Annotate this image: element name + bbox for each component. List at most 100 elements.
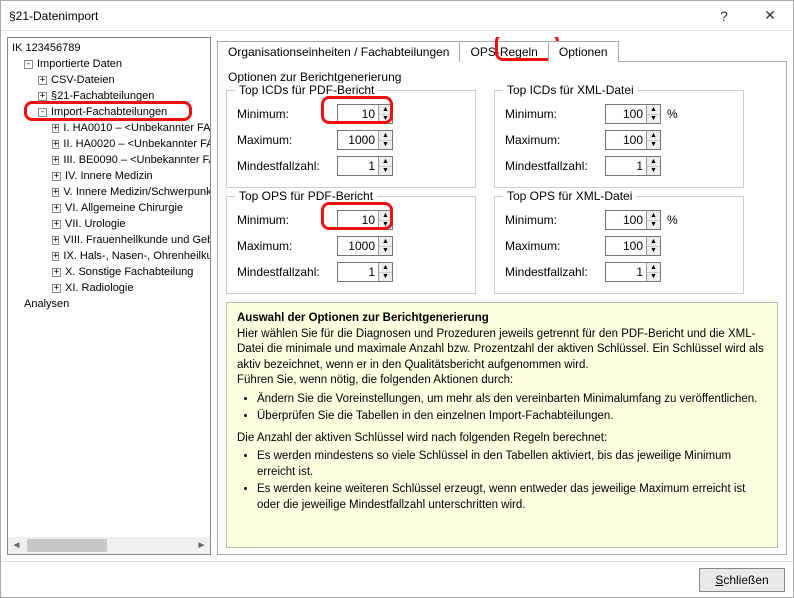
tree-imported[interactable]: -Importierte Daten xyxy=(10,56,210,72)
expand-icon[interactable]: + xyxy=(52,156,59,165)
expand-icon[interactable]: + xyxy=(38,92,47,101)
expand-icon[interactable]: + xyxy=(52,140,59,149)
spin-down-icon[interactable]: ▼ xyxy=(647,273,660,282)
expand-icon[interactable]: + xyxy=(52,188,59,197)
expand-icon[interactable]: + xyxy=(52,220,61,229)
spin-up-icon[interactable]: ▲ xyxy=(379,211,392,221)
tree-item[interactable]: +IV. Innere Medizin xyxy=(10,168,210,184)
tab-optionen[interactable]: Optionen xyxy=(548,41,619,62)
label-mindest: Mindestfallzahl: xyxy=(237,265,337,279)
spin-up-icon[interactable]: ▲ xyxy=(379,131,392,141)
spin-down-icon[interactable]: ▼ xyxy=(379,273,392,282)
tree-item[interactable]: +II. HA0020 – <Unbekannter FA xyxy=(10,136,210,152)
spin-down-icon[interactable]: ▼ xyxy=(379,115,392,124)
icd-xml-mind-input[interactable] xyxy=(606,157,646,175)
close-icon[interactable]: ✕ xyxy=(747,1,793,31)
expand-icon[interactable]: + xyxy=(52,252,59,261)
expand-icon[interactable]: + xyxy=(52,284,61,293)
icd-xml-mind[interactable]: ▲▼ xyxy=(605,156,661,176)
icd-pdf-min[interactable]: ▲▼ xyxy=(337,104,393,124)
label-maximum: Maximum: xyxy=(505,133,605,147)
spin-down-icon[interactable]: ▼ xyxy=(647,167,660,176)
collapse-icon[interactable]: - xyxy=(38,108,47,117)
expand-icon[interactable]: + xyxy=(52,124,59,133)
icd-pdf-max[interactable]: ▲▼ xyxy=(337,130,393,150)
ops-pdf-min[interactable]: ▲▼ xyxy=(337,210,393,230)
titlebar: §21-Datenimport ? ✕ xyxy=(1,1,793,31)
spin-up-icon[interactable]: ▲ xyxy=(379,237,392,247)
tree-item[interactable]: +IX. Hals-, Nasen-, Ohrenheilku xyxy=(10,248,210,264)
spin-up-icon[interactable]: ▲ xyxy=(647,105,660,115)
group-icd-pdf: Top ICDs für PDF-Bericht Minimum: ▲▼ Max… xyxy=(226,90,476,188)
tree-item[interactable]: +VI. Allgemeine Chirurgie xyxy=(10,200,210,216)
close-label-rest: chließen xyxy=(723,573,768,587)
spin-up-icon[interactable]: ▲ xyxy=(379,105,392,115)
close-button[interactable]: Schließen xyxy=(699,568,785,592)
icd-xml-min-input[interactable] xyxy=(606,105,646,123)
tree-hscroll[interactable]: ◄ ► xyxy=(8,537,210,554)
ops-pdf-max[interactable]: ▲▼ xyxy=(337,236,393,256)
footer: Schließen xyxy=(1,561,793,597)
ops-xml-min[interactable]: ▲▼ xyxy=(605,210,661,230)
tree-item[interactable]: +III. BE0090 – <Unbekannter FA xyxy=(10,152,210,168)
window-title: §21-Datenimport xyxy=(9,9,701,23)
spin-down-icon[interactable]: ▼ xyxy=(647,247,660,256)
spin-up-icon[interactable]: ▲ xyxy=(647,157,660,167)
spin-down-icon[interactable]: ▼ xyxy=(379,141,392,150)
ops-pdf-mind-input[interactable] xyxy=(338,263,378,281)
scroll-thumb[interactable] xyxy=(27,539,107,552)
tab-org[interactable]: Organisationseinheiten / Fachabteilungen xyxy=(217,41,460,62)
tree-analysen[interactable]: Analysen xyxy=(10,296,210,312)
spin-up-icon[interactable]: ▲ xyxy=(647,237,660,247)
ops-xml-min-input[interactable] xyxy=(606,211,646,229)
tree[interactable]: IK 123456789 -Importierte Daten +CSV-Dat… xyxy=(8,38,210,537)
spin-up-icon[interactable]: ▲ xyxy=(647,211,660,221)
tree-import-fa[interactable]: -Import-Fachabteilungen xyxy=(10,104,210,120)
scroll-right-icon[interactable]: ► xyxy=(193,537,210,554)
spin-down-icon[interactable]: ▼ xyxy=(647,221,660,230)
expand-icon[interactable]: + xyxy=(52,268,61,277)
ops-xml-max[interactable]: ▲▼ xyxy=(605,236,661,256)
spin-down-icon[interactable]: ▼ xyxy=(379,247,392,256)
icd-xml-max-input[interactable] xyxy=(606,131,646,149)
expand-icon[interactable]: + xyxy=(52,204,61,213)
icd-pdf-mind-input[interactable] xyxy=(338,157,378,175)
icd-pdf-mind[interactable]: ▲▼ xyxy=(337,156,393,176)
ops-pdf-mind[interactable]: ▲▼ xyxy=(337,262,393,282)
tree-item[interactable]: +I. HA0010 – <Unbekannter FA xyxy=(10,120,210,136)
tree-s21[interactable]: +§21-Fachabteilungen xyxy=(10,88,210,104)
tree-item[interactable]: +XI. Radiologie xyxy=(10,280,210,296)
icd-pdf-min-input[interactable] xyxy=(338,105,378,123)
icd-pdf-max-input[interactable] xyxy=(338,131,378,149)
ops-pdf-min-input[interactable] xyxy=(338,211,378,229)
spin-up-icon[interactable]: ▲ xyxy=(379,263,392,273)
ops-xml-mind[interactable]: ▲▼ xyxy=(605,262,661,282)
main-pane: Organisationseinheiten / Fachabteilungen… xyxy=(217,37,787,555)
help-button[interactable]: ? xyxy=(701,1,747,31)
tab-ops[interactable]: OPS-Regeln xyxy=(459,41,548,62)
spin-down-icon[interactable]: ▼ xyxy=(647,115,660,124)
spin-up-icon[interactable]: ▲ xyxy=(647,263,660,273)
icd-xml-max[interactable]: ▲▼ xyxy=(605,130,661,150)
tree-item[interactable]: +VIII. Frauenheilkunde und Geb xyxy=(10,232,210,248)
tree-item[interactable]: +V. Innere Medizin/Schwerpunk xyxy=(10,184,210,200)
ops-xml-mind-input[interactable] xyxy=(606,263,646,281)
spin-up-icon[interactable]: ▲ xyxy=(379,157,392,167)
expand-icon[interactable]: + xyxy=(52,236,59,245)
ops-pdf-max-input[interactable] xyxy=(338,237,378,255)
tree-item[interactable]: +VII. Urologie xyxy=(10,216,210,232)
scroll-left-icon[interactable]: ◄ xyxy=(8,537,25,554)
ops-xml-max-input[interactable] xyxy=(606,237,646,255)
spin-down-icon[interactable]: ▼ xyxy=(647,141,660,150)
expand-icon[interactable]: + xyxy=(38,76,47,85)
spin-down-icon[interactable]: ▼ xyxy=(379,167,392,176)
tree-csv[interactable]: +CSV-Dateien xyxy=(10,72,210,88)
icd-xml-min[interactable]: ▲▼ xyxy=(605,104,661,124)
tree-root[interactable]: IK 123456789 xyxy=(10,40,210,56)
spin-down-icon[interactable]: ▼ xyxy=(379,221,392,230)
collapse-icon[interactable]: - xyxy=(24,60,33,69)
info-p1: Hier wählen Sie für die Diagnosen und Pr… xyxy=(237,328,764,371)
spin-up-icon[interactable]: ▲ xyxy=(647,131,660,141)
expand-icon[interactable]: + xyxy=(52,172,61,181)
tree-item[interactable]: +X. Sonstige Fachabteilung xyxy=(10,264,210,280)
